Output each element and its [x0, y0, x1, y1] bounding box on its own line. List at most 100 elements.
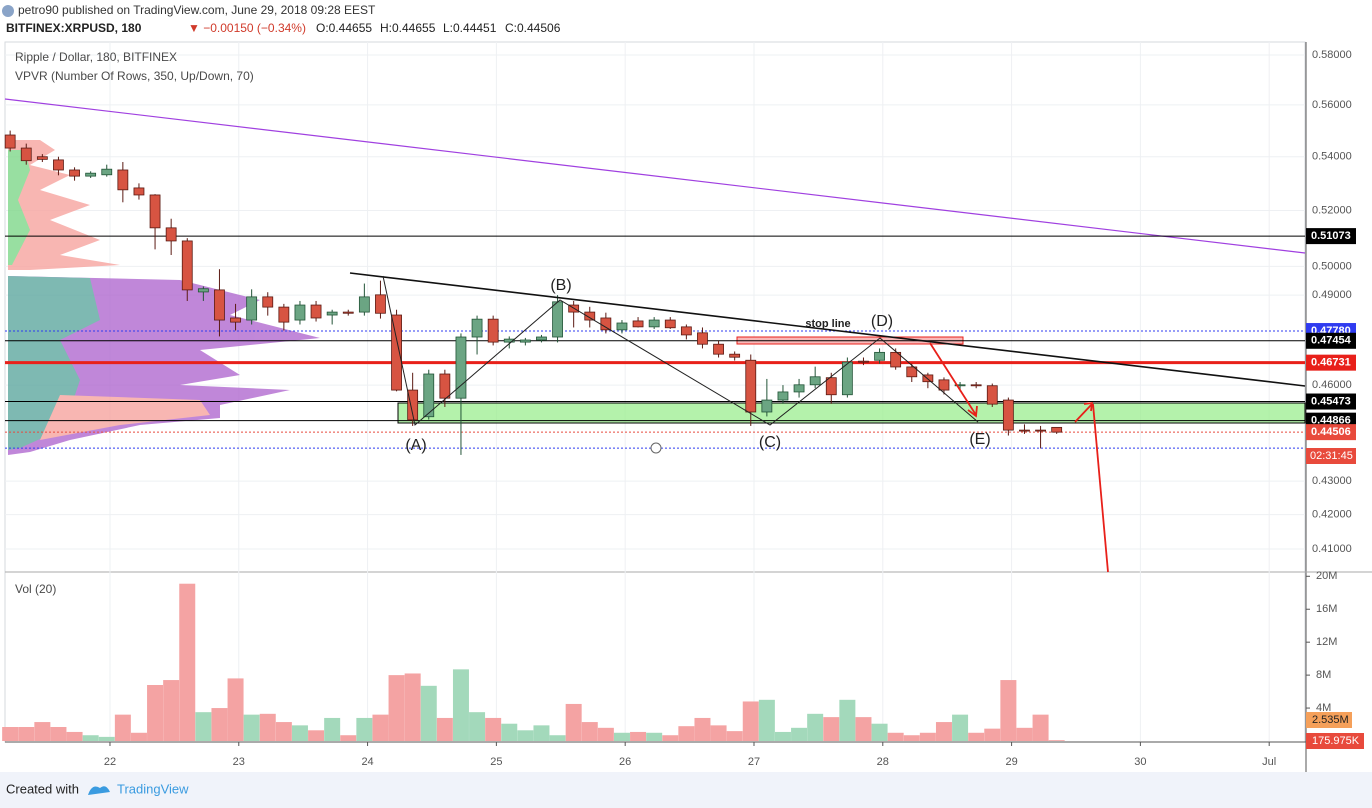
y-tick-label: 0.46000	[1312, 379, 1352, 391]
ohlc-close: C:0.44506	[505, 21, 561, 35]
volume-bar	[66, 731, 83, 741]
volume-tick-label: 20M	[1316, 570, 1337, 582]
volume-bar	[420, 685, 437, 741]
y-tick-label: 0.50000	[1312, 260, 1352, 272]
price-level-label: 0.45473	[1311, 395, 1351, 407]
candle-body	[536, 336, 547, 341]
y-tick-label: 0.58000	[1312, 49, 1352, 61]
volume-ma-label: 2.535M	[1312, 714, 1349, 726]
volume-bar	[179, 583, 196, 741]
volume-bar	[130, 732, 147, 741]
volume-bar	[50, 727, 67, 741]
volume-bar	[984, 728, 1001, 741]
candle-body	[1019, 429, 1030, 432]
volume-bar	[275, 722, 292, 741]
candle-body	[375, 294, 386, 314]
pattern-label: (D)	[871, 313, 893, 330]
volume-bar	[1048, 740, 1065, 741]
volume-bar	[501, 723, 518, 741]
x-tick-label: 22	[104, 756, 116, 768]
x-tick-label: 24	[361, 756, 373, 768]
volume-bar	[452, 669, 469, 741]
candle-body	[1002, 399, 1014, 431]
stop-line-label: stop line	[805, 318, 850, 330]
candle-body	[53, 159, 64, 171]
price-level-label: 0.51073	[1311, 230, 1351, 242]
volume-bar	[404, 673, 421, 741]
candle-body	[342, 311, 354, 314]
candle-body	[214, 289, 225, 321]
candle-body	[600, 317, 612, 331]
candle-body	[584, 311, 596, 321]
y-tick-label: 0.56000	[1312, 99, 1352, 111]
candle-body	[20, 147, 32, 162]
x-tick-label: Jul	[1262, 756, 1276, 768]
price-level-box	[1306, 393, 1356, 410]
footer-created: Created with	[6, 781, 79, 796]
volume-bar	[903, 735, 920, 741]
candle-body	[85, 172, 97, 177]
candle-body	[133, 187, 145, 196]
volume-bar	[469, 712, 486, 741]
volume-bar	[533, 725, 550, 741]
volume-bar	[839, 699, 856, 741]
footer-brand: TradingView	[117, 781, 189, 796]
candle-body	[841, 361, 853, 396]
countdown-box	[1306, 448, 1356, 464]
volume-bar	[163, 680, 180, 741]
arrows	[929, 342, 1109, 573]
price-level-box	[1306, 354, 1356, 371]
volume-bar	[340, 735, 357, 741]
descending-trendline	[349, 272, 1306, 387]
x-tick-label: 30	[1134, 756, 1146, 768]
volume-bar	[855, 717, 872, 741]
symbol: BITFINEX:XRPUSD, 180	[6, 21, 142, 35]
candle-body	[358, 296, 370, 313]
candle-body	[391, 314, 402, 391]
volume-bar	[581, 722, 598, 741]
pattern-zigzag	[382, 275, 979, 426]
candles	[2, 130, 1065, 741]
candle-body	[793, 384, 805, 393]
candle-body	[1035, 429, 1046, 432]
volume-bar	[742, 701, 759, 741]
volume-ma-box	[1306, 712, 1352, 728]
volume-bar	[694, 717, 711, 741]
volume-tick-label: 4M	[1316, 702, 1331, 714]
volume-bar	[1000, 680, 1017, 741]
volume-bar	[807, 713, 824, 741]
volume-bar	[710, 725, 727, 741]
price-level-box	[1306, 228, 1356, 245]
x-tick-label: 29	[1005, 756, 1017, 768]
ohlc-open: O:0.44655	[316, 21, 372, 35]
candle-body	[294, 304, 306, 321]
volume-bar	[259, 713, 276, 741]
volume-bar	[291, 725, 308, 741]
candle-body	[439, 373, 451, 399]
candle-body	[423, 373, 435, 418]
last-volume-box	[1306, 733, 1364, 749]
volume-bar	[324, 717, 341, 741]
candle-body	[874, 351, 885, 361]
candle-body	[519, 339, 531, 343]
candle-body	[181, 240, 193, 291]
volume-bar	[597, 727, 614, 741]
volume-bar	[678, 726, 695, 741]
volume-bar	[935, 722, 952, 741]
marker	[650, 442, 662, 454]
candle-body	[729, 353, 741, 358]
candle-body	[310, 304, 322, 319]
volume-bar	[774, 731, 791, 741]
volume-bar	[613, 732, 630, 741]
volume-bar	[82, 735, 99, 741]
candle-body	[455, 336, 467, 399]
candle-body	[69, 169, 80, 177]
pattern-label: (E)	[969, 431, 990, 448]
x-tick-label: 27	[748, 756, 760, 768]
price-level-label: 0.46731	[1311, 357, 1351, 369]
published-line: petro90 published on TradingView.com, Ju…	[18, 3, 376, 17]
last-volume-label: 175.975K	[1312, 735, 1360, 747]
pattern-label: (A)	[405, 437, 426, 454]
volume-bar	[791, 727, 808, 741]
candle-body	[101, 168, 113, 176]
